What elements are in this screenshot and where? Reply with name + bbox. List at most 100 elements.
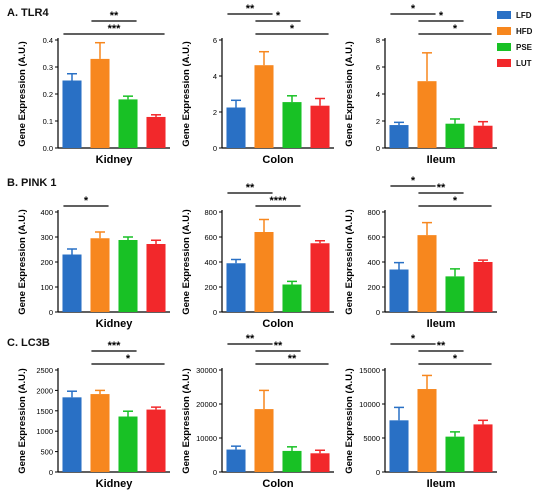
significance-label: *	[439, 10, 444, 22]
bar-lut	[146, 409, 166, 472]
significance-label: *	[453, 23, 458, 35]
bar-lfd	[389, 125, 409, 148]
y-tick-label: 100	[40, 283, 53, 292]
y-tick-label: 0	[49, 468, 53, 477]
y-tick-label: 1000	[36, 427, 53, 436]
bar-lut	[146, 244, 166, 312]
legend-label-hfd: HFD	[516, 26, 533, 36]
legend-label-pse: PSE	[516, 42, 533, 52]
y-tick-label: 200	[367, 283, 380, 292]
y-tick-label: 0	[49, 308, 53, 317]
x-axis-label: Kidney	[96, 478, 134, 490]
significance-label: *	[84, 195, 89, 207]
y-axis-label: Gene Expression (A.U.)	[17, 368, 28, 474]
significance-label: **	[274, 340, 283, 352]
y-tick-label: 6	[213, 36, 217, 45]
legend-swatch-hfd	[497, 27, 511, 35]
y-tick-label: 200	[40, 258, 53, 267]
y-tick-label: 5000	[363, 434, 380, 443]
bar-pse	[118, 416, 138, 472]
bar-hfd	[90, 238, 110, 312]
bar-lut	[310, 105, 330, 148]
significance-label: *	[276, 10, 281, 22]
y-tick-label: 10000	[359, 400, 380, 409]
y-tick-label: 15000	[359, 366, 380, 375]
y-axis-label: Gene Expression (A.U.)	[344, 209, 355, 315]
y-tick-label: 0	[376, 468, 380, 477]
x-axis-label: Ileum	[427, 478, 456, 490]
significance-label: ***	[108, 23, 122, 35]
y-tick-label: 0.0	[43, 144, 53, 153]
y-tick-label: 400	[367, 258, 380, 267]
y-tick-label: 0	[376, 308, 380, 317]
y-tick-label: 20000	[196, 400, 217, 409]
significance-label: *	[411, 3, 416, 15]
significance-label: *	[411, 333, 416, 345]
bar-pse	[445, 436, 465, 472]
legend-swatch-lut	[497, 59, 511, 67]
y-axis-label: Gene Expression (A.U.)	[181, 209, 192, 315]
bar-lut	[473, 125, 493, 148]
y-tick-label: 400	[40, 208, 53, 217]
significance-label: **	[246, 3, 255, 15]
y-tick-label: 8	[376, 36, 380, 45]
y-tick-label: 0.4	[43, 36, 53, 45]
legend-label-lfd: LFD	[516, 10, 532, 20]
bar-lfd	[226, 263, 246, 312]
y-tick-label: 0	[213, 468, 217, 477]
y-tick-label: 300	[40, 233, 53, 242]
x-axis-label: Colon	[262, 318, 293, 330]
legend: LFD HFD PSE LUT	[497, 8, 549, 72]
bar-lut	[310, 243, 330, 312]
y-tick-label: 30000	[196, 366, 217, 375]
bar-lut	[146, 116, 166, 148]
y-axis-label: Gene Expression (A.U.)	[344, 368, 355, 474]
legend-swatch-pse	[497, 43, 511, 51]
y-tick-label: 2	[376, 117, 380, 126]
bar-hfd	[417, 81, 437, 148]
bar-lfd	[62, 397, 82, 472]
x-axis-label: Kidney	[96, 318, 134, 330]
bar-lut	[473, 262, 493, 312]
y-tick-label: 0.1	[43, 117, 53, 126]
bar-pse	[282, 450, 302, 472]
y-tick-label: 0.3	[43, 63, 53, 72]
y-tick-label: 2	[213, 108, 217, 117]
bar-lfd	[226, 449, 246, 472]
y-axis-label: Gene Expression (A.U.)	[344, 41, 355, 147]
x-axis-label: Colon	[262, 478, 293, 490]
significance-label: *	[411, 175, 416, 187]
y-tick-label: 2500	[36, 366, 53, 375]
y-tick-label: 500	[40, 448, 53, 457]
bar-pse	[445, 276, 465, 312]
significance-label: *	[290, 23, 295, 35]
significance-label: *	[453, 353, 458, 365]
bar-lut	[310, 453, 330, 472]
significance-label: ****	[269, 195, 287, 207]
bar-hfd	[417, 389, 437, 472]
section-label-c: C. LC3B	[7, 337, 50, 349]
y-tick-label: 2000	[36, 386, 53, 395]
section-label-b: B. PINK 1	[7, 177, 57, 189]
bar-pse	[118, 240, 138, 312]
bar-lut	[473, 424, 493, 472]
y-tick-label: 800	[367, 208, 380, 217]
legend-label-lut: LUT	[516, 58, 532, 68]
bar-hfd	[254, 232, 274, 312]
bar-hfd	[254, 409, 274, 472]
legend-item-hfd: HFD	[497, 24, 549, 38]
significance-label: *	[126, 353, 131, 365]
bar-lfd	[389, 269, 409, 312]
significance-label: **	[246, 182, 255, 194]
y-tick-label: 0	[376, 144, 380, 153]
bar-pse	[282, 102, 302, 148]
y-tick-label: 10000	[196, 434, 217, 443]
significance-label: **	[437, 182, 446, 194]
y-tick-label: 600	[204, 233, 217, 242]
y-tick-label: 800	[204, 208, 217, 217]
y-tick-label: 0	[213, 144, 217, 153]
bar-lfd	[226, 107, 246, 148]
y-axis-label: Gene Expression (A.U.)	[181, 368, 192, 474]
significance-label: **	[288, 353, 297, 365]
